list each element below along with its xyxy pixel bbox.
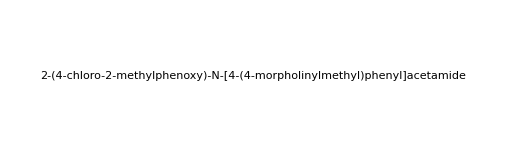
Text: 2-(4-chloro-2-methylphenoxy)-N-[4-(4-morpholinylmethyl)phenyl]acetamide: 2-(4-chloro-2-methylphenoxy)-N-[4-(4-mor… <box>40 71 465 81</box>
